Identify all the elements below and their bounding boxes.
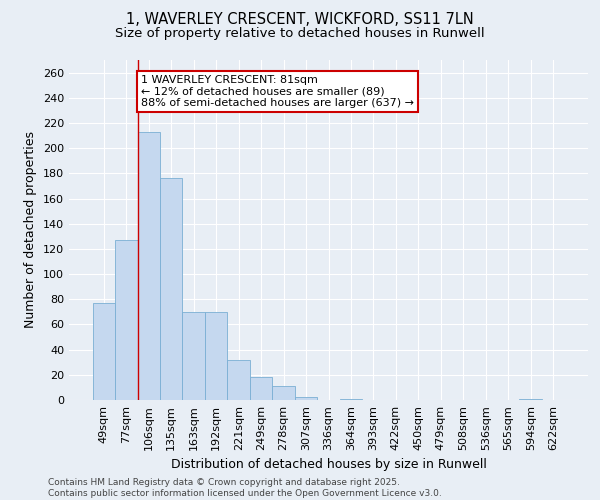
Bar (272, 386, 295, 400)
Bar (340, 398, 362, 400)
Bar (295, 398, 317, 400)
X-axis label: Distribution of detached houses by size in Runwell: Distribution of detached houses by size … (170, 458, 487, 471)
Bar (182, 312, 205, 400)
Bar (115, 240, 137, 400)
Y-axis label: Number of detached properties: Number of detached properties (25, 132, 37, 328)
Bar (250, 378, 272, 400)
Text: Contains HM Land Registry data © Crown copyright and database right 2025.
Contai: Contains HM Land Registry data © Crown c… (48, 478, 442, 498)
Bar (205, 312, 227, 400)
Bar (92, 303, 115, 400)
Bar (520, 398, 542, 400)
Bar (137, 132, 160, 400)
Text: 1, WAVERLEY CRESCENT, WICKFORD, SS11 7LN: 1, WAVERLEY CRESCENT, WICKFORD, SS11 7LN (126, 12, 474, 28)
Text: Size of property relative to detached houses in Runwell: Size of property relative to detached ho… (115, 28, 485, 40)
Bar (227, 360, 250, 400)
Text: 1 WAVERLEY CRESCENT: 81sqm
← 12% of detached houses are smaller (89)
88% of semi: 1 WAVERLEY CRESCENT: 81sqm ← 12% of deta… (141, 75, 414, 108)
Bar (160, 178, 182, 400)
